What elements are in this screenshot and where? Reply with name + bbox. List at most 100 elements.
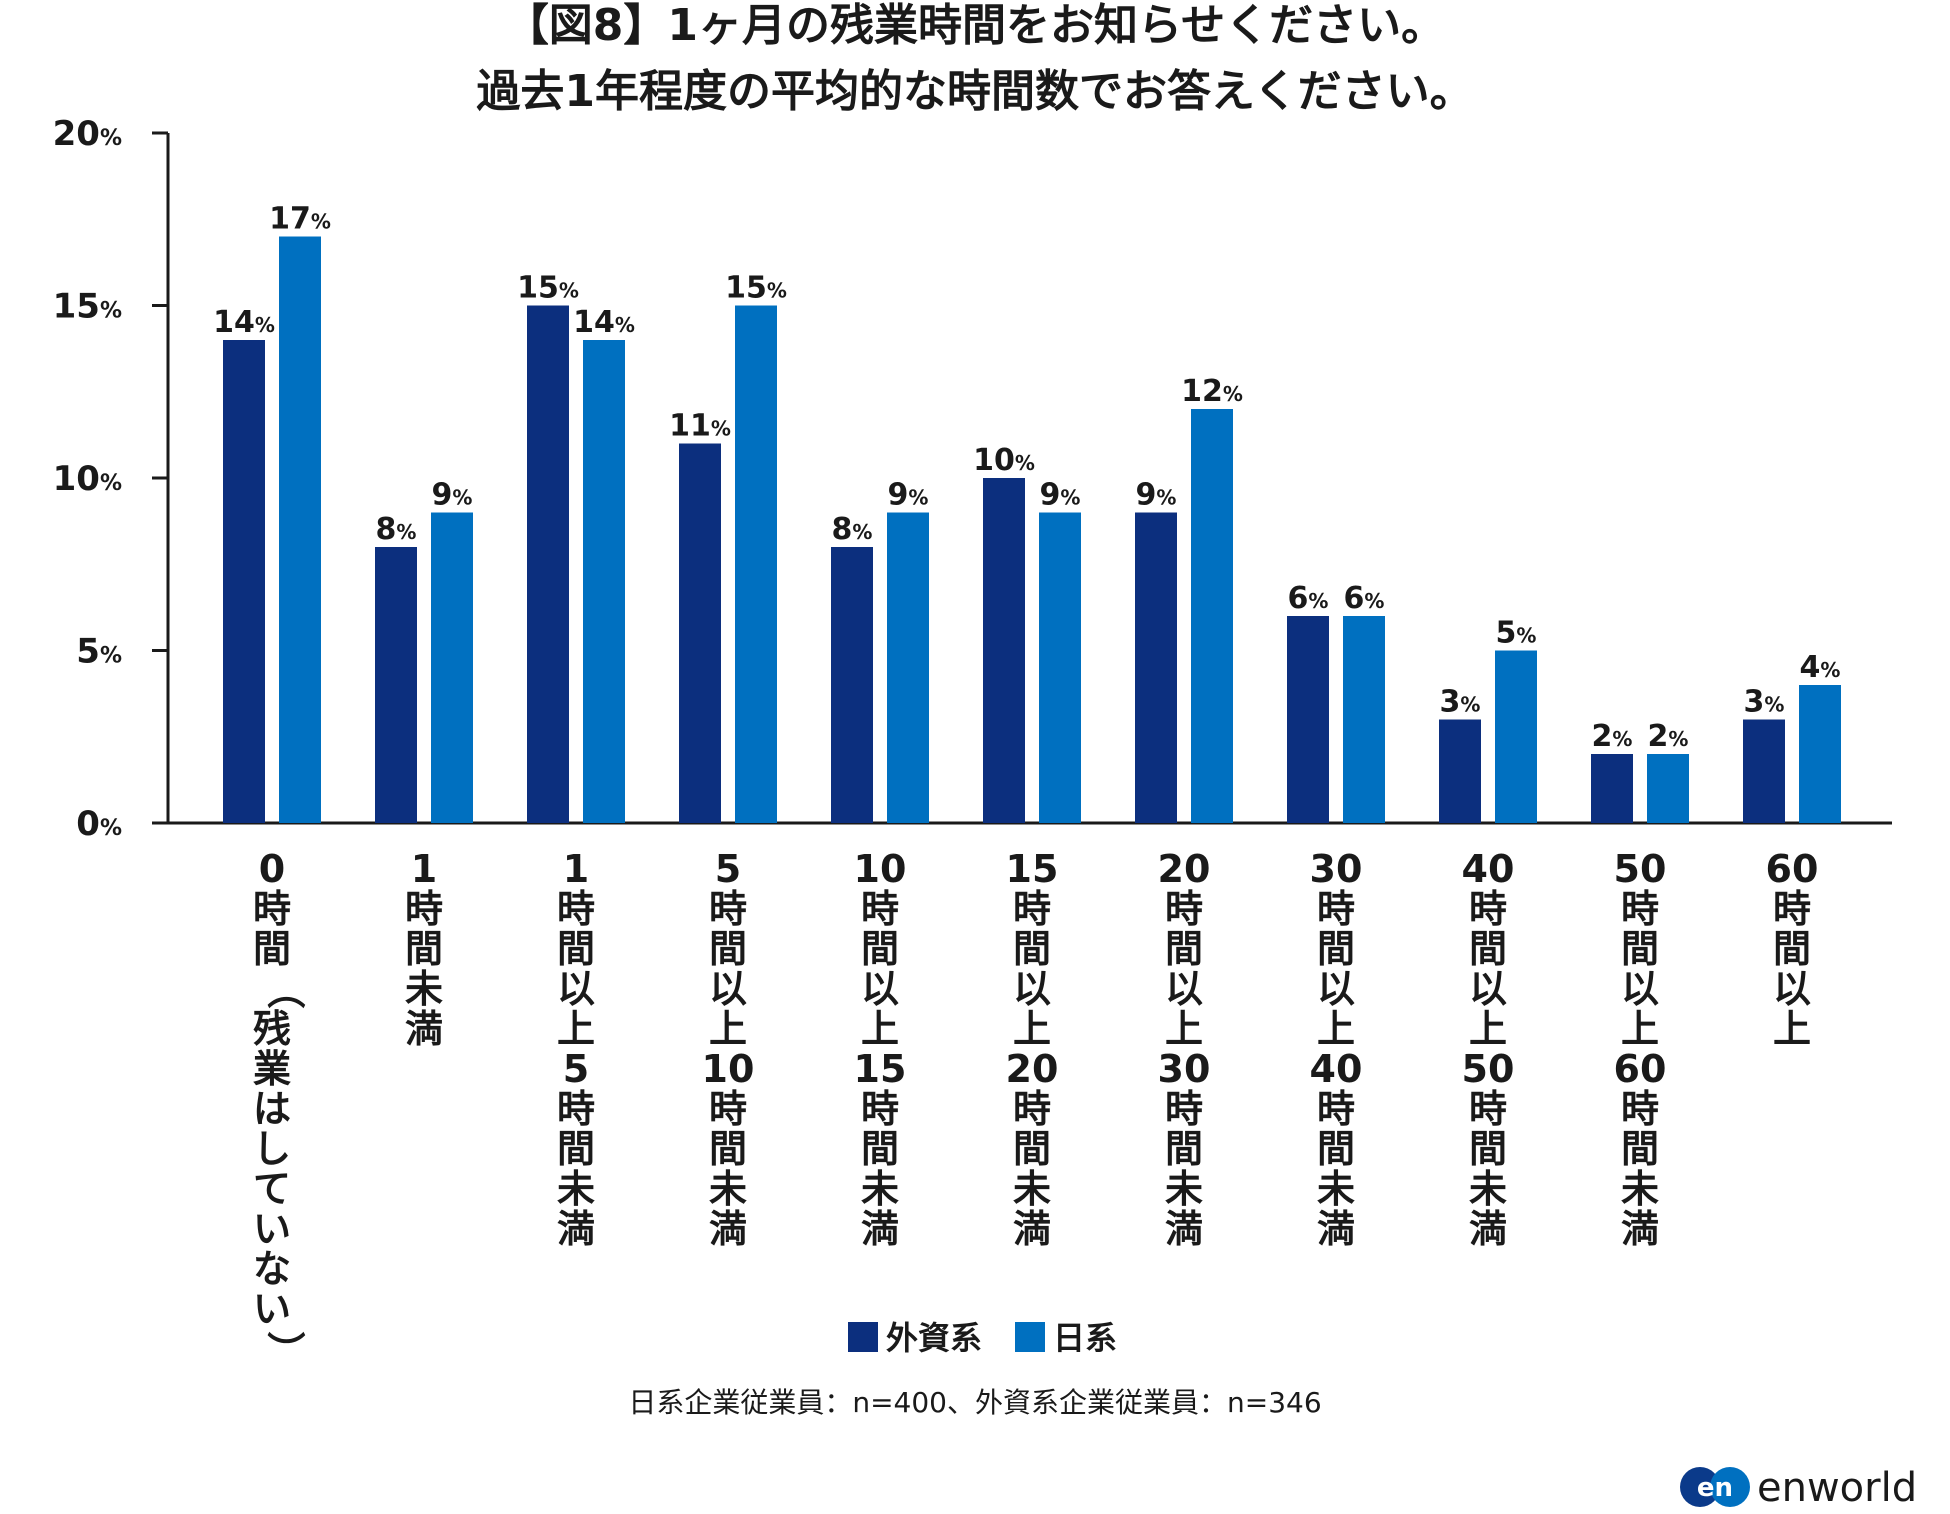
data-label: 3% xyxy=(1744,685,1785,720)
legend-item-nikkei: 日系 xyxy=(1015,1319,1117,1357)
bar-gaishikei xyxy=(1135,512,1177,823)
data-label: 8% xyxy=(832,512,873,547)
x-tick-char: 間 xyxy=(861,1127,899,1171)
x-tick-char: 間 xyxy=(1317,927,1355,971)
x-tick-char: 未 xyxy=(1469,1167,1507,1211)
legend-item-gaishikei: 外資系 xyxy=(848,1319,982,1357)
x-tick-char: 間 xyxy=(1013,927,1051,971)
x-tick-char: 時 xyxy=(709,1087,747,1131)
x-tick-char: 時 xyxy=(557,887,595,931)
bar-nikkei xyxy=(1191,409,1233,823)
data-label: 4% xyxy=(1800,650,1841,685)
x-tick-char: 間 xyxy=(557,927,595,971)
x-tick-char: 未 xyxy=(557,1167,595,1211)
x-tick-char: 以 xyxy=(1165,967,1203,1011)
x-tick-char: 50 xyxy=(1462,1047,1515,1091)
x-tick-char: 間 xyxy=(1469,927,1507,971)
bar-gaishikei xyxy=(679,443,721,823)
legend-label: 日系 xyxy=(1053,1319,1117,1357)
logo-badge-circle-1 xyxy=(1680,1467,1720,1507)
x-tick-char: 間 xyxy=(709,1127,747,1171)
x-tick-char: 20 xyxy=(1006,1047,1059,1091)
x-tick-char: 時 xyxy=(1469,1087,1507,1131)
x-tick-char: 時 xyxy=(1621,1087,1659,1131)
data-label: 9% xyxy=(1040,478,1081,513)
x-tick-char: 時 xyxy=(861,887,899,931)
x-tick-char: （ xyxy=(263,971,307,1009)
data-label: 9% xyxy=(432,478,473,513)
x-tick-char: 間 xyxy=(1013,1127,1051,1171)
x-tick-char: 上 xyxy=(709,1007,747,1051)
x-tick-char: 満 xyxy=(1317,1207,1355,1251)
x-tick-char: 満 xyxy=(1013,1207,1051,1251)
bar-nikkei xyxy=(1799,685,1841,823)
legend-swatch xyxy=(848,1322,878,1352)
logo-badge-circle-2 xyxy=(1710,1467,1750,1507)
x-tick-char: 60 xyxy=(1614,1047,1667,1091)
x-tick-char: 10 xyxy=(702,1047,755,1091)
x-tick-char: 残 xyxy=(253,1007,291,1051)
bar-nikkei xyxy=(1495,650,1537,823)
x-tick-char: は xyxy=(253,1087,291,1131)
x-tick-char: 上 xyxy=(1621,1007,1659,1051)
x-tick-char: な xyxy=(253,1247,291,1291)
bar-gaishikei xyxy=(983,478,1025,823)
x-tick-char: 満 xyxy=(405,1007,443,1051)
bar-nikkei xyxy=(887,512,929,823)
data-label: 14% xyxy=(213,305,275,340)
bar-nikkei xyxy=(1647,754,1689,823)
x-tick-char: 時 xyxy=(861,1087,899,1131)
title-line-2: 過去1年程度の平均的な時間数でお答えください。 xyxy=(476,66,1473,117)
x-tick-char: 30 xyxy=(1158,1047,1211,1091)
x-tick-char: 時 xyxy=(1773,887,1811,931)
x-tick-char: い xyxy=(253,1287,291,1331)
x-tick-char: 以 xyxy=(557,967,595,1011)
data-label: 3% xyxy=(1440,685,1481,720)
data-label: 10% xyxy=(973,443,1035,478)
bar-nikkei xyxy=(431,512,473,823)
logo-badge: en xyxy=(1697,1473,1733,1503)
x-tick-char: 1 xyxy=(411,847,437,891)
x-tick-char: 間 xyxy=(709,927,747,971)
x-tick-char: 1 xyxy=(563,847,589,891)
x-tick-char: 上 xyxy=(1013,1007,1051,1051)
x-tick-char: 上 xyxy=(1165,1007,1203,1051)
x-tick-char: 以 xyxy=(1013,967,1051,1011)
bar-nikkei xyxy=(279,236,321,823)
data-label: 6% xyxy=(1344,581,1385,616)
x-tick-char: 間 xyxy=(1165,1127,1203,1171)
x-tick-char: 20 xyxy=(1158,847,1211,891)
data-label: 12% xyxy=(1181,374,1243,409)
x-tick-char: 時 xyxy=(1013,1087,1051,1131)
x-tick-char: 間 xyxy=(253,927,291,971)
x-tick-char: 満 xyxy=(1621,1207,1659,1251)
logo-text: enworld xyxy=(1757,1465,1917,1511)
data-label: 15% xyxy=(725,271,787,306)
x-tick-char: 時 xyxy=(1013,887,1051,931)
x-tick-char: 60 xyxy=(1766,847,1819,891)
bar-gaishikei xyxy=(375,547,417,823)
bar-nikkei xyxy=(583,340,625,823)
bar-nikkei xyxy=(1039,512,1081,823)
x-tick-char: 未 xyxy=(861,1167,899,1211)
x-tick-char: 時 xyxy=(405,887,443,931)
x-tick-char: 時 xyxy=(1317,887,1355,931)
bar-gaishikei xyxy=(831,547,873,823)
data-label: 2% xyxy=(1592,719,1633,754)
x-tick-char: 時 xyxy=(1317,1087,1355,1131)
y-tick-label: 15% xyxy=(53,287,122,327)
x-tick-char: し xyxy=(253,1127,291,1171)
x-tick-char: て xyxy=(253,1167,291,1211)
x-tick-char: 未 xyxy=(709,1167,747,1211)
x-tick-char: 以 xyxy=(1317,967,1355,1011)
y-tick-label: 20% xyxy=(53,114,122,154)
